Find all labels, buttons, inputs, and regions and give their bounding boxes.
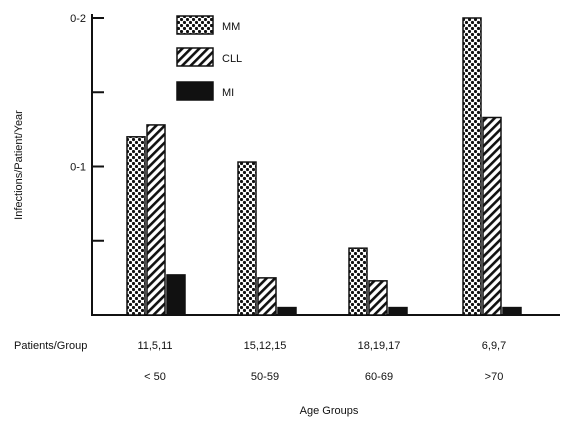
bar-mm-2 <box>348 247 368 316</box>
bar-cll-3 <box>482 116 502 316</box>
legend-swatch-mm <box>176 15 214 35</box>
x-axis-label: Age Groups <box>300 405 359 417</box>
bar-mi-1 <box>277 306 297 316</box>
legend-swatch-cll <box>176 47 214 67</box>
y-tick-label: 0-2 <box>70 13 86 25</box>
patients-group-0: 11,5,11 <box>137 340 172 352</box>
patients-group-3: 6,9,7 <box>482 340 506 352</box>
patients-group-2: 18,19,17 <box>358 340 401 352</box>
bar-cll-1 <box>257 277 277 316</box>
y-ticks: 0-1 0-2 <box>70 13 104 242</box>
bars <box>126 17 522 316</box>
x-tick-label-2: 60-69 <box>365 371 393 383</box>
bar-mi-0 <box>166 274 186 316</box>
bar-cll-0 <box>146 124 166 316</box>
bar-mi-2 <box>388 306 408 316</box>
y-axis-label: Infections/Patient/Year <box>13 110 25 220</box>
x-tick-labels: < 50 50-59 60-69 >70 <box>144 371 503 383</box>
patients-per-group: 11,5,11 15,12,15 18,19,17 6,9,7 <box>137 340 506 352</box>
patients-row-label: Patients/Group <box>14 340 87 352</box>
bar-mi-3 <box>502 306 522 316</box>
y-tick-label: 0-1 <box>70 162 86 174</box>
legend-label-mm: MM <box>222 21 240 33</box>
x-tick-label-0: < 50 <box>144 371 166 383</box>
x-tick-label-1: 50-59 <box>251 371 279 383</box>
legend: MM CLL MI <box>176 15 242 101</box>
legend-label-cll: CLL <box>222 53 242 65</box>
bar-cll-2 <box>368 280 388 316</box>
legend-swatch-mi <box>176 81 214 101</box>
patients-group-1: 15,12,15 <box>244 340 287 352</box>
bar-mm-3 <box>462 17 482 316</box>
legend-label-mi: MI <box>222 87 234 99</box>
bar-mm-0 <box>126 136 146 316</box>
bar-mm-1 <box>237 161 257 316</box>
x-tick-label-3: >70 <box>485 371 504 383</box>
